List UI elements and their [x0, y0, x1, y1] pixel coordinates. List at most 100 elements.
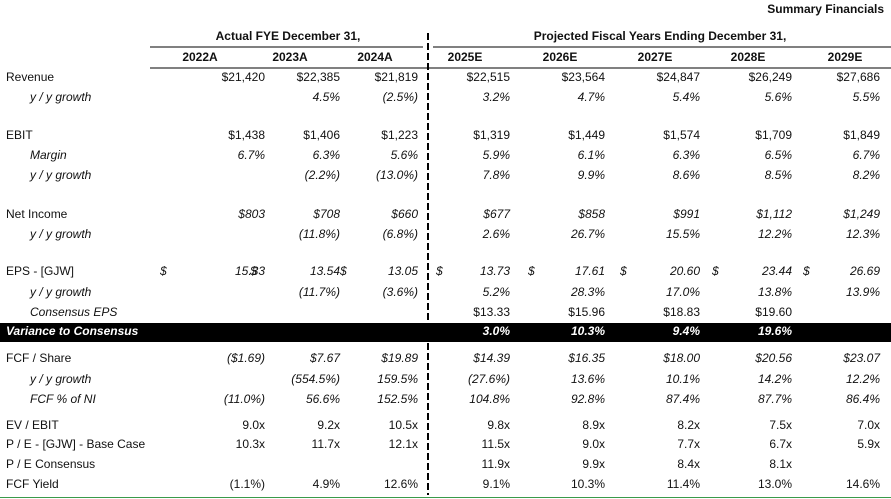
cell-value: 9.9x: [582, 457, 605, 471]
cell-value: 56.6%: [306, 392, 340, 406]
cell-value: $1,709: [755, 128, 792, 142]
group-header: Actual FYE December 31,: [216, 29, 361, 43]
cell-value: $18.83: [663, 305, 700, 319]
cell-value: $14.39: [472, 351, 510, 365]
cell-value: (27.6%): [468, 372, 510, 386]
cell-value: 5.9%: [483, 148, 511, 162]
row-label: y / y growth: [29, 168, 92, 182]
cell-value: 13.6%: [571, 372, 605, 386]
cell-value: 13.9%: [846, 285, 880, 299]
cell-value: $16.35: [567, 351, 605, 365]
cell-value: 87.4%: [666, 392, 700, 406]
cell-value: 13.54: [310, 264, 340, 278]
cell-value: 5.9x: [857, 437, 880, 451]
cell-value: $1,319: [473, 128, 510, 142]
cell-value: 104.8%: [469, 392, 510, 406]
row-label: Net Income: [6, 207, 68, 221]
cell-value: 20.60: [669, 264, 700, 278]
cell-value: 6.7x: [769, 437, 792, 451]
cell-value: 26.69: [849, 264, 880, 278]
cell-value: $15.96: [568, 305, 605, 319]
cell-value: 23.44: [761, 264, 792, 278]
cell-value: (1.1%): [230, 477, 265, 491]
cell-value: $1,112: [755, 207, 792, 221]
cell-value: 13.8%: [758, 285, 792, 299]
cell-value: $1,574: [663, 128, 700, 142]
cell-value: $23.07: [842, 351, 881, 365]
cell-value: (11.0%): [224, 392, 265, 406]
cell-value: 6.3%: [673, 148, 701, 162]
row-label: FCF % of NI: [30, 392, 96, 406]
cell-value: $22,385: [297, 70, 341, 84]
row-label: y / y growth: [29, 285, 92, 299]
cell-value: 4.5%: [313, 90, 341, 104]
cell-value: 6.1%: [578, 148, 606, 162]
cell-value: 7.7x: [677, 437, 700, 451]
cell-value: 10.1%: [666, 372, 700, 386]
cell-value: 86.4%: [846, 392, 880, 406]
cell-value: 7.0x: [857, 418, 880, 432]
cell-value: 15.5%: [666, 227, 700, 241]
cell-value: 6.5%: [765, 148, 793, 162]
cell-value: 10.3x: [236, 437, 265, 451]
cell-value: $858: [577, 207, 605, 221]
cell-value: 5.4%: [673, 90, 701, 104]
cell-value: $660: [390, 207, 418, 221]
cell-value: 6.3%: [313, 148, 341, 162]
cell-value: 12.6%: [384, 477, 418, 491]
cell-value: $24,847: [657, 70, 701, 84]
cell-value: 5.6%: [391, 148, 419, 162]
cell-value: 26.7%: [570, 227, 605, 241]
cell-value: 9.8x: [487, 418, 510, 432]
column-header: 2029E: [828, 50, 863, 64]
cell-value: (6.8%): [383, 227, 418, 241]
cell-value: 17.0%: [666, 285, 700, 299]
cell-value: $13.33: [473, 305, 510, 319]
cell-value: 11.9x: [482, 457, 510, 471]
row-label: y / y growth: [29, 90, 92, 104]
cell-value: 6.7%: [238, 148, 266, 162]
cell-value: $991: [672, 207, 700, 221]
currency-symbol: $: [802, 264, 810, 278]
cell-value: $803: [237, 207, 265, 221]
cell-value: $19.89: [380, 351, 418, 365]
cell-value: ($1.69): [227, 351, 265, 365]
cell-value: 10.3%: [571, 477, 605, 491]
cell-value: 8.1x: [769, 457, 792, 471]
cell-value: 3.2%: [483, 90, 511, 104]
cell-value: $708: [312, 207, 340, 221]
cell-value: 5.5%: [853, 90, 881, 104]
cell-value: 4.9%: [313, 477, 341, 491]
cell-value: 10.3%: [571, 324, 605, 338]
cell-value: $1,438: [228, 128, 265, 142]
cell-value: 2.6%: [482, 227, 511, 241]
cell-value: 12.2%: [846, 372, 880, 386]
group-header: Projected Fiscal Years Ending December 3…: [534, 29, 787, 43]
cell-value: 12.2%: [758, 227, 792, 241]
cell-value: 12.3%: [846, 227, 880, 241]
cell-value: 9.0x: [242, 418, 265, 432]
column-header: 2023A: [272, 50, 308, 64]
cell-value: (2.5%): [383, 90, 418, 104]
cell-value: 13.05: [388, 264, 418, 278]
row-label: P / E - [GJW] - Base Case: [6, 437, 145, 451]
cell-value: (554.5%): [291, 372, 340, 386]
cell-value: 14.6%: [846, 477, 880, 491]
row-label: y / y growth: [29, 372, 92, 386]
cell-value: 152.5%: [377, 392, 418, 406]
cell-value: 11.7x: [312, 437, 340, 451]
cell-value: 7.8%: [483, 168, 511, 182]
cell-value: 13.73: [480, 264, 510, 278]
row-label: Margin: [30, 148, 67, 162]
title: Summary Financials: [767, 2, 884, 16]
cell-value: $21,819: [375, 70, 419, 84]
cell-value: $18.00: [662, 351, 700, 365]
currency-symbol: $: [339, 264, 347, 278]
cell-value: $677: [482, 207, 511, 221]
row-label: EV / EBIT: [6, 418, 59, 432]
cell-value: 11.4%: [667, 477, 700, 491]
cell-value: 8.2x: [677, 418, 700, 432]
column-header: 2022A: [182, 50, 218, 64]
column-header: 2027E: [638, 50, 673, 64]
cell-value: 7.5x: [769, 418, 792, 432]
